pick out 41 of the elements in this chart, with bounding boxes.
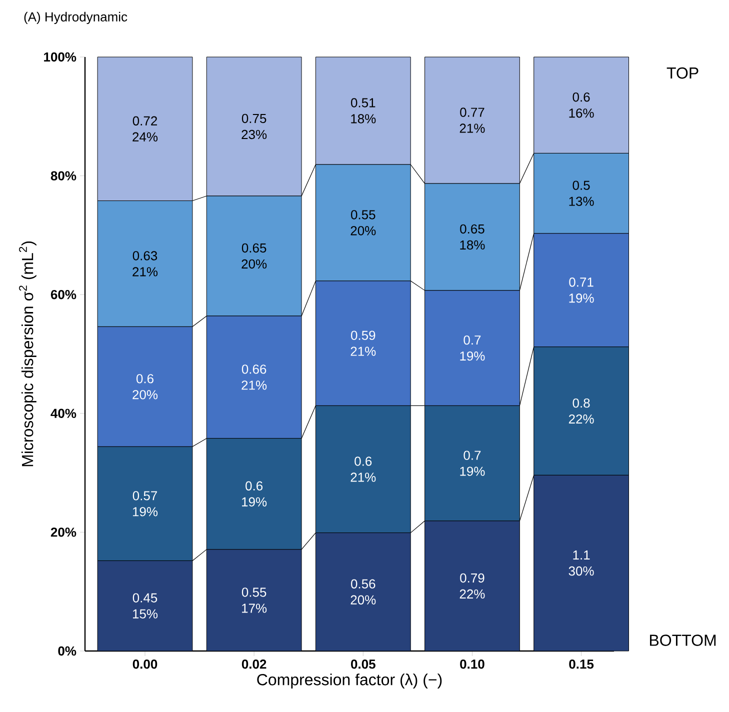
x-tick-label: 0.00 <box>132 660 158 669</box>
data-label: 0.63 21% <box>132 251 158 276</box>
data-label: 0.71 19% <box>569 278 594 303</box>
data-label: 0.66 21% <box>242 364 267 390</box>
data-label: 0.72 24% <box>132 116 158 142</box>
x-axis-title: Compression factor (λ) (−) <box>257 674 442 688</box>
x-tick-label: 0.10 <box>460 660 484 669</box>
data-label: 0.6 21% <box>350 456 376 482</box>
data-label: 0.6 19% <box>242 481 267 506</box>
data-label: 1.1 30% <box>568 550 594 576</box>
y-tick-label: 0% <box>58 646 76 656</box>
data-label: 0.65 20% <box>242 243 267 269</box>
data-label: 0.7 19% <box>460 335 485 361</box>
y-axis-title: Microscopic dispersion σ$^{2}$ (mL$^{2}$) <box>18 242 36 466</box>
data-label: 0.56 20% <box>350 579 376 604</box>
y-tick-label: 60% <box>50 290 76 300</box>
data-label: 0.8 22% <box>568 398 594 424</box>
data-label: 0.51 18% <box>351 98 376 124</box>
x-tick-label: 0.05 <box>351 660 376 669</box>
y-tick-label: 80% <box>50 171 76 180</box>
data-label: 0.57 19% <box>132 491 158 516</box>
data-label: 0.75 23% <box>242 114 267 140</box>
data-label: 0.55 20% <box>350 210 376 236</box>
x-tick-label: 0.02 <box>242 660 266 669</box>
y-tick-label: 40% <box>50 408 76 418</box>
data-label: 0.65 18% <box>460 224 485 250</box>
y-tick-label: 100% <box>44 52 76 62</box>
data-label: 0.55 17% <box>242 588 267 613</box>
data-label: 0.6 16% <box>569 92 594 118</box>
data-label: 0.45 15% <box>132 593 158 618</box>
data-label: 0.6 20% <box>132 374 158 400</box>
data-label: 0.59 21% <box>350 330 376 356</box>
text: BOTTOM <box>650 634 716 646</box>
chart-title: (A) Hydrodynamic <box>24 12 128 24</box>
y-tick-label: 20% <box>50 528 76 537</box>
x-tick-label: 0.15 <box>569 660 594 669</box>
data-label: 0.5 13% <box>569 180 594 206</box>
data-label: 0.77 21% <box>460 108 485 133</box>
data-label: 0.79 22% <box>460 573 485 599</box>
data-label: 0.7 19% <box>460 450 485 476</box>
text: TOP <box>666 67 698 79</box>
